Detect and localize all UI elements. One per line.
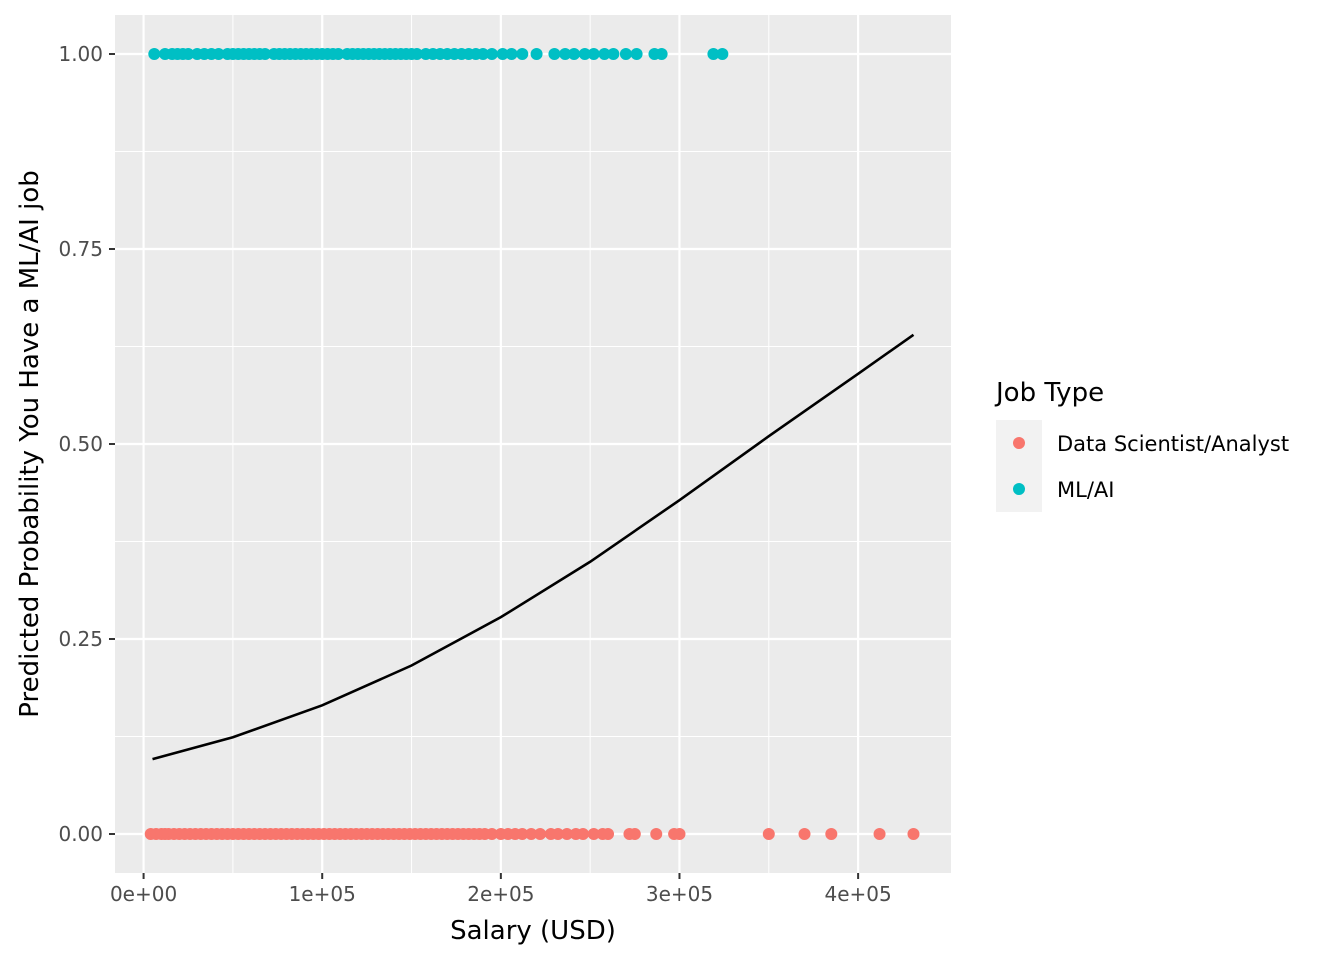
point-ml-ai — [505, 48, 518, 60]
x-tick-label: 0e+00 — [110, 882, 177, 906]
point-ml-ai — [707, 48, 720, 60]
y-tick-label: 0.50 — [58, 432, 103, 456]
x-tick-label: 3e+05 — [646, 882, 713, 906]
point-data-scientist — [798, 828, 811, 840]
point-data-scientist — [534, 828, 547, 840]
point-ml-ai — [410, 48, 423, 60]
point-data-scientist — [907, 828, 920, 840]
point-data-scientist — [628, 828, 641, 840]
point-ml-ai — [476, 48, 489, 60]
y-tick-label: 0.75 — [58, 237, 103, 261]
point-ml-ai — [587, 48, 600, 60]
logistic-fit-line — [152, 333, 915, 761]
point-ml-ai — [212, 48, 225, 60]
axes: 0e+00 1e+05 2e+05 3e+05 4e+05 0.00 0.25 0.50 0.7… — [58, 42, 891, 906]
point-ml-ai — [259, 48, 272, 60]
point-data-scientist — [650, 828, 663, 840]
point-data-scientist — [825, 828, 838, 840]
y-tick-label: 1.00 — [58, 42, 103, 66]
point-data-scientist — [552, 828, 565, 840]
point-ml-ai — [630, 48, 643, 60]
x-tick-label: 2e+05 — [467, 882, 534, 906]
point-ml-ai — [516, 48, 529, 60]
y-tick-label: 0.00 — [58, 822, 103, 846]
point-data-scientist — [560, 828, 573, 840]
point-data-scientist — [577, 828, 590, 840]
point-ml-ai — [182, 48, 195, 60]
point-data-scientist — [516, 828, 529, 840]
point-ml-ai — [332, 48, 345, 60]
point-ml-ai — [568, 48, 581, 60]
legend-label-ml-ai: ML/AI — [1057, 478, 1114, 502]
point-data-scientist — [602, 828, 615, 840]
legend: Job Type Data Scientist/Analyst ML/AI — [994, 378, 1289, 512]
point-ml-ai — [548, 48, 561, 60]
legend-title: Job Type — [994, 378, 1104, 408]
legend-key-ml-ai — [1013, 483, 1025, 495]
point-ml-ai — [619, 48, 632, 60]
legend-label-data-scientist: Data Scientist/Analyst — [1057, 432, 1289, 456]
point-data-scientist — [525, 828, 538, 840]
point-ml-ai — [716, 48, 729, 60]
point-ml-ai — [485, 48, 498, 60]
point-data-scientist — [873, 828, 886, 840]
point-data-scientist — [673, 828, 686, 840]
point-data-scientist — [485, 828, 498, 840]
point-ml-ai — [496, 48, 509, 60]
point-ml-ai — [607, 48, 620, 60]
point-ml-ai — [530, 48, 543, 60]
data-points — [144, 48, 920, 840]
point-data-scientist — [587, 828, 600, 840]
x-tick-label: 1e+05 — [289, 882, 356, 906]
x-tick-label: 4e+05 — [824, 882, 891, 906]
y-tick-label: 0.25 — [58, 627, 103, 651]
x-axis-title: Salary (USD) — [450, 916, 616, 946]
point-ml-ai — [148, 48, 161, 60]
point-ml-ai — [559, 48, 572, 60]
point-data-scientist — [762, 828, 775, 840]
point-ml-ai — [655, 48, 668, 60]
y-axis-title: Predicted Probability You Have a ML/AI j… — [15, 170, 45, 717]
point-ml-ai — [578, 48, 591, 60]
fit-curve — [152, 333, 915, 761]
point-ml-ai — [598, 48, 611, 60]
legend-key-data-scientist — [1013, 437, 1025, 449]
